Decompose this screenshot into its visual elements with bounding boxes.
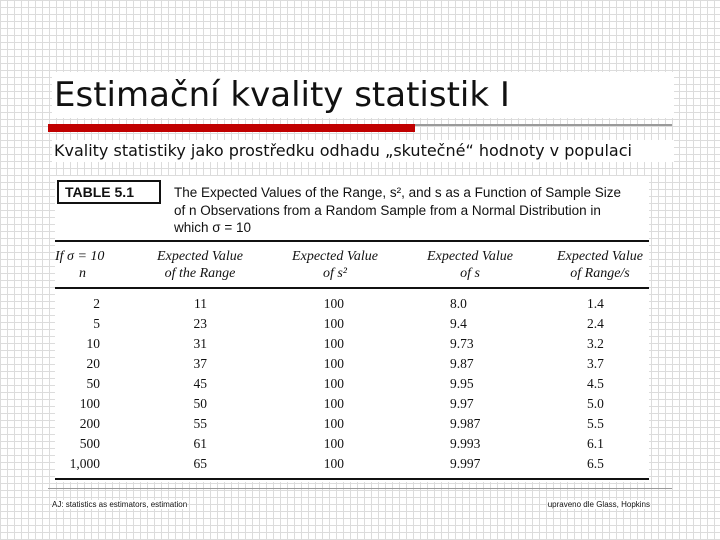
- cell-range-s: 6.1: [587, 436, 604, 451]
- footer-right: upraveno dle Glass, Hopkins: [547, 500, 650, 509]
- cell-range-s: 3.2: [587, 336, 604, 351]
- cell-n: 100: [79, 396, 100, 411]
- cell-range: 37: [193, 356, 208, 371]
- cell-s: 9.987: [450, 416, 481, 431]
- header-n-line1: If σ = 10: [55, 249, 105, 264]
- cell-s2: 100: [323, 336, 344, 351]
- cell-range-s: 5.5: [587, 416, 604, 431]
- table-bottom-rule: [55, 478, 649, 480]
- cell-range-s: 1.4: [587, 296, 604, 311]
- cell-n: 200: [79, 416, 100, 431]
- header-n-line2: n: [79, 266, 86, 281]
- cell-range: 11: [194, 296, 207, 311]
- cell-s2: 100: [323, 416, 344, 431]
- cell-s2: 100: [323, 316, 344, 331]
- header-range: Expected Value of the Range: [145, 248, 255, 282]
- caption-line-2: of n Observations from a Random Sample f…: [174, 202, 601, 218]
- header-range-s-line2: of Range/s: [570, 266, 630, 281]
- cell-range-s: 3.7: [587, 356, 604, 371]
- cell-s: 8.0: [450, 296, 467, 311]
- cell-s2: 100: [323, 436, 344, 451]
- header-n: If σ = 10 n: [55, 248, 113, 282]
- cell-n: 20: [86, 356, 101, 371]
- cell-range: 65: [193, 456, 208, 471]
- cell-n: 5: [93, 316, 100, 331]
- header-s-line1: Expected Value: [427, 249, 513, 264]
- cell-range: 31: [193, 336, 208, 351]
- cell-s2: 100: [323, 456, 344, 471]
- footer-rule: [48, 488, 672, 489]
- cell-range-s: 6.5: [587, 456, 604, 471]
- header-s2-line2: of s²: [322, 266, 348, 281]
- cell-range: 45: [193, 376, 208, 391]
- title-accent-bar: [48, 124, 415, 132]
- caption-line-3: which σ = 10: [174, 220, 251, 235]
- header-range-s: Expected Value of Range/s: [545, 248, 655, 282]
- cell-s2: 100: [323, 296, 344, 311]
- cell-s: 9.993: [450, 436, 481, 451]
- header-s2: Expected Value of s²: [280, 248, 390, 282]
- header-s-line2: of s: [460, 266, 480, 281]
- cell-range-s: 5.0: [587, 396, 604, 411]
- cell-s2: 100: [323, 396, 344, 411]
- cell-n: 1,000: [69, 456, 100, 471]
- cell-n: 2: [93, 296, 100, 311]
- cell-s2: 100: [323, 356, 344, 371]
- cell-n: 10: [86, 336, 101, 351]
- cell-s: 9.997: [450, 456, 481, 471]
- cell-n: 500: [79, 436, 100, 451]
- cell-range: 61: [193, 436, 208, 451]
- cell-s: 9.73: [450, 336, 474, 351]
- cell-s: 9.4: [450, 316, 467, 331]
- table-label: TABLE 5.1: [57, 180, 161, 204]
- table-top-rule: [55, 240, 649, 242]
- cell-range-s: 2.4: [587, 316, 604, 331]
- cell-range: 23: [193, 316, 208, 331]
- slide-title: Estimační kvality statistik I: [52, 72, 674, 118]
- cell-n: 50: [86, 376, 101, 391]
- header-s: Expected Value of s: [415, 248, 525, 282]
- cell-s: 9.95: [450, 376, 474, 391]
- table-header-rule: [55, 287, 649, 289]
- footer-left: AJ: statistics as estimators, estimation: [52, 500, 188, 509]
- header-s2-line1: Expected Value: [292, 249, 378, 264]
- slide-subtitle: Kvality statistiky jako prostředku odhad…: [52, 140, 674, 162]
- header-range-line1: Expected Value: [157, 249, 243, 264]
- cell-s2: 100: [323, 376, 344, 391]
- cell-range: 50: [193, 396, 208, 411]
- header-range-line2: of the Range: [164, 266, 236, 281]
- caption-line-1: The Expected Values of the Range, s², an…: [174, 185, 622, 200]
- table-caption: The Expected Values of the Range, s², an…: [174, 184, 644, 237]
- cell-s: 9.87: [450, 356, 474, 371]
- cell-s: 9.97: [450, 396, 474, 411]
- header-range-s-line1: Expected Value: [557, 249, 643, 264]
- cell-range-s: 4.5: [587, 376, 604, 391]
- statistics-table-image: TABLE 5.1 The Expected Values of the Ran…: [55, 176, 649, 482]
- cell-range: 55: [193, 416, 208, 431]
